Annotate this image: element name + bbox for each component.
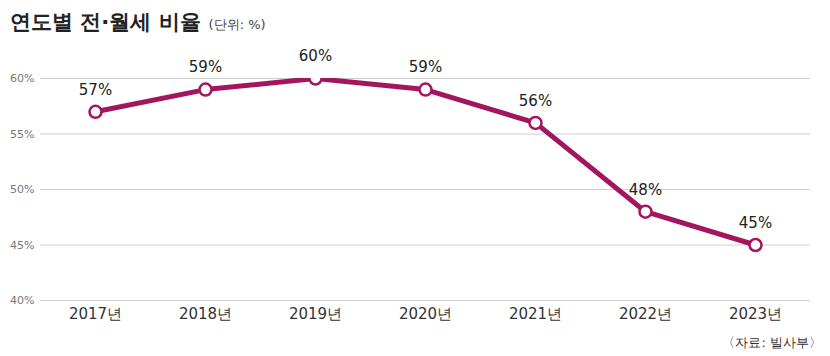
html-text:연도별 전·월세 비율 (단위: %): 연도별 전·월세 비율 (단위: %) [10, 10, 266, 34]
svg-text:60%: 60% [10, 72, 34, 85]
svg-text:45%: 45% [739, 214, 772, 232]
svg-text:59%: 59% [409, 58, 442, 76]
svg-text:2017년: 2017년 [69, 305, 122, 323]
svg-text:2021년: 2021년 [509, 305, 562, 323]
svg-text:56%: 56% [519, 92, 552, 110]
svg-text:45%: 45% [10, 239, 34, 252]
svg-text:57%: 57% [79, 81, 112, 99]
svg-text:50%: 50% [10, 183, 34, 196]
svg-text:60%: 60% [299, 47, 332, 65]
svg-text:48%: 48% [629, 181, 662, 199]
html-text:〈자료: 빌사부〉: 〈자료: 빌사부〉 [722, 335, 822, 350]
svg-text:2018년: 2018년 [179, 305, 232, 323]
svg-text:59%: 59% [189, 58, 222, 76]
svg-text:2019년: 2019년 [289, 305, 342, 323]
svg-text:2020년: 2020년 [399, 305, 452, 323]
svg-text:2023년: 2023년 [729, 305, 782, 323]
svg-text:2022년: 2022년 [619, 305, 672, 323]
svg-text:55%: 55% [10, 128, 34, 141]
svg-text:40%: 40% [10, 294, 34, 307]
